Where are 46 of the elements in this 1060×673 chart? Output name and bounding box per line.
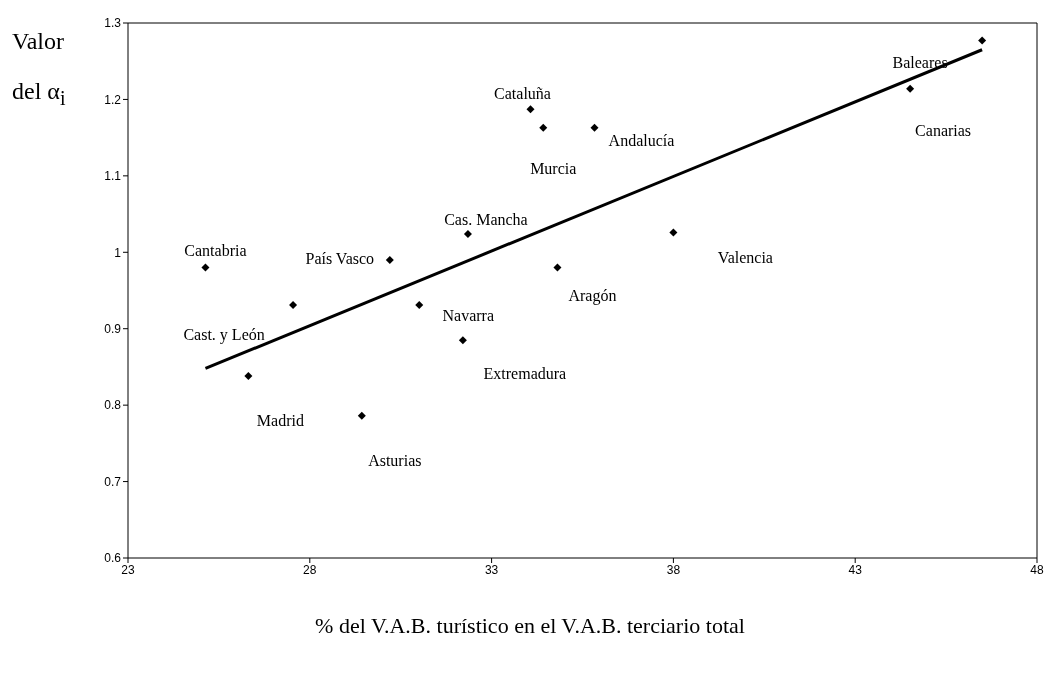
x-axis-title: % del V.A.B. turístico en el V.A.B. terciario total [314, 613, 746, 639]
point [385, 255, 394, 264]
point [415, 301, 424, 310]
y-tick-label: 0.6 [104, 551, 122, 566]
x-tick-label: 48 [1030, 562, 1044, 577]
annotation: Madrid [256, 411, 304, 429]
point [201, 263, 210, 272]
point [526, 105, 535, 114]
annotation: Extremadura [483, 364, 567, 382]
annotation: Cast. y León [183, 325, 265, 344]
annotation: Navarra [442, 306, 494, 324]
x-tick-label: 38 [666, 562, 681, 577]
x-tick-label: 33 [484, 562, 499, 577]
x-tick-label: 23 [121, 562, 135, 577]
point [458, 336, 467, 345]
annotation: Cas. Mancha [444, 210, 528, 228]
point [590, 123, 599, 132]
y-tick-label: 1.2 [104, 92, 122, 107]
point [244, 372, 253, 381]
y-tick-label: 1 [114, 245, 122, 260]
point [906, 84, 915, 93]
y-tick-label: 0.9 [104, 321, 122, 336]
annotation: Valencia [717, 249, 773, 267]
y-tick-label: 1.1 [104, 169, 122, 184]
annotation: Andalucía [608, 132, 675, 150]
annotation: Cataluña [494, 85, 551, 103]
annotation: Aragón [568, 287, 617, 306]
y-axis-title: Valor del α$_{i}$ [12, 27, 67, 111]
annotation: Murcia [530, 160, 577, 178]
point [289, 301, 298, 310]
point [357, 411, 366, 420]
y-tick-label: 1.3 [104, 16, 122, 31]
annotation: Asturias [368, 451, 422, 469]
point [669, 228, 678, 237]
annotation: Canarias [915, 122, 972, 140]
annotation: Baleares [892, 54, 948, 72]
point [539, 123, 548, 132]
y-tick-label: 0.7 [104, 474, 122, 489]
x-tick-label: 43 [848, 562, 863, 577]
point [978, 36, 987, 45]
annotation: País Vasco [305, 249, 375, 267]
point [463, 229, 472, 238]
point [553, 263, 562, 272]
y-tick-label: 0.8 [104, 398, 122, 413]
x-tick-label: 28 [303, 562, 317, 577]
annotation: Cantabria [184, 242, 247, 260]
